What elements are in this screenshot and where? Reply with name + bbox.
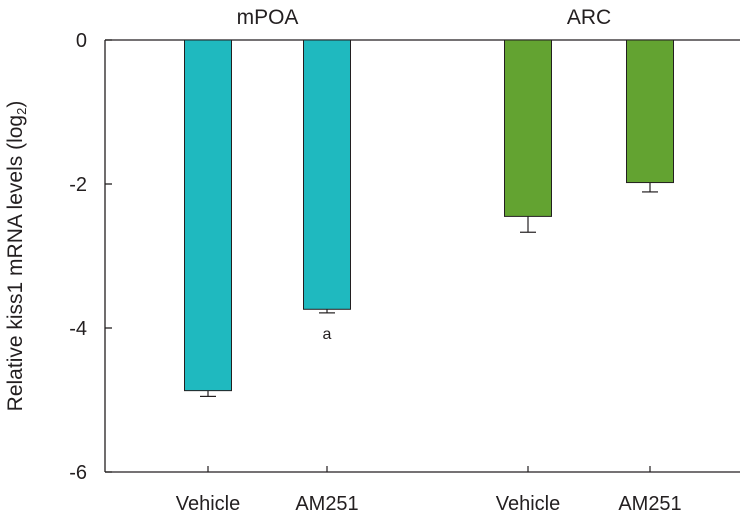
group-label: ARC xyxy=(567,6,611,29)
significance-annotation: a xyxy=(323,326,332,343)
y-ticks: 0 -2 -4 -6 xyxy=(69,30,112,484)
bar xyxy=(303,39,351,310)
x-tick-label: AM251 xyxy=(295,493,358,515)
bars: a xyxy=(184,39,674,397)
bar xyxy=(626,39,674,184)
x-tick-label: AM251 xyxy=(618,493,681,515)
bar xyxy=(184,39,232,392)
x-tick-label: Vehicle xyxy=(176,493,241,515)
y-tick-label: -6 xyxy=(69,462,87,484)
y-tick-label: 0 xyxy=(76,30,87,52)
group-label: mPOA xyxy=(237,6,299,29)
group-labels: mPOA ARC xyxy=(237,6,612,29)
y-axis-title: Relative kiss1 mRNA levels (log2) xyxy=(4,101,29,412)
y-tick-label: -2 xyxy=(69,174,87,196)
x-ticks: Vehicle AM251 Vehicle AM251 xyxy=(176,466,682,515)
y-tick-label: -4 xyxy=(69,318,87,340)
bar xyxy=(504,39,552,217)
x-tick-label: Vehicle xyxy=(496,493,561,515)
